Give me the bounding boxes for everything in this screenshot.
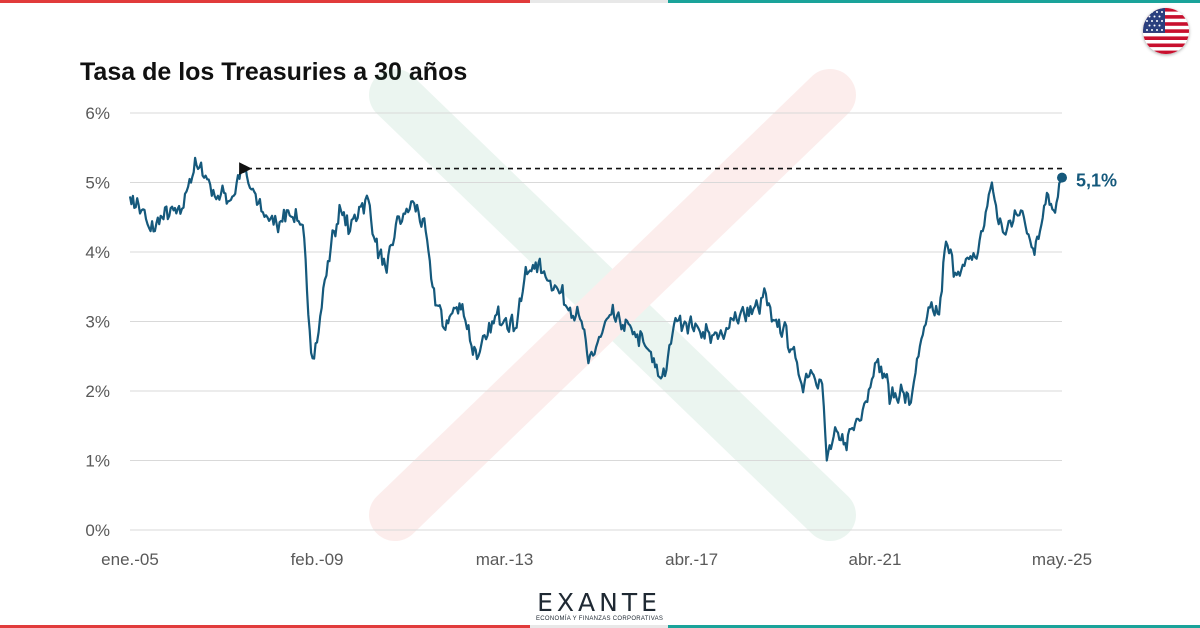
logo-tagline: ECONOMÍA Y FINANZAS CORPORATIVAS: [536, 616, 664, 622]
y-tick-label: 6%: [85, 104, 110, 123]
y-tick-label: 5%: [85, 174, 110, 193]
annotation-layer: 5,1%: [239, 162, 1117, 191]
x-tick-label: mar.-13: [476, 550, 534, 569]
endpoint-marker: [1057, 172, 1067, 183]
y-axis-ticks: 0% 1% 2% 3% 4% 5% 6%: [85, 104, 110, 540]
y-tick-label: 0%: [85, 521, 110, 540]
bottom-accent-grey: [530, 625, 668, 628]
gridlines: [130, 112, 1062, 531]
top-accent-bar: [0, 0, 1200, 3]
y-tick-label: 2%: [85, 382, 110, 401]
x-tick-label: feb.-09: [291, 550, 344, 569]
y-tick-label: 3%: [85, 313, 110, 332]
logo-wordmark: EXANTE: [537, 588, 661, 617]
top-accent-grey: [530, 0, 668, 3]
top-accent-teal: [668, 0, 1200, 3]
y-tick-label: 1%: [85, 452, 110, 471]
x-tick-label: may.-25: [1032, 550, 1092, 569]
x-tick-label: ene.-05: [101, 550, 159, 569]
top-accent-red: [0, 0, 530, 3]
series-layer: [128, 156, 1064, 462]
bottom-accent-teal: [668, 625, 1200, 628]
x-tick-label: abr.-17: [665, 550, 718, 569]
series-line: [128, 156, 1064, 462]
endpoint-label: 5,1%: [1076, 171, 1117, 191]
exante-logo: EXANTE ECONOMÍA Y FINANZAS CORPORATIVAS: [536, 588, 664, 622]
us-flag-icon: [1143, 8, 1189, 54]
bottom-accent-red: [0, 625, 530, 628]
x-tick-label: abr.-21: [848, 550, 901, 569]
y-tick-label: 4%: [85, 243, 110, 262]
bottom-accent-bar: [0, 625, 1200, 628]
chart-title: Tasa de los Treasuries a 30 años: [80, 58, 468, 86]
x-axis-ticks: ene.-05 feb.-09 mar.-13 abr.-17 abr.-21 may.-…: [101, 550, 1092, 569]
